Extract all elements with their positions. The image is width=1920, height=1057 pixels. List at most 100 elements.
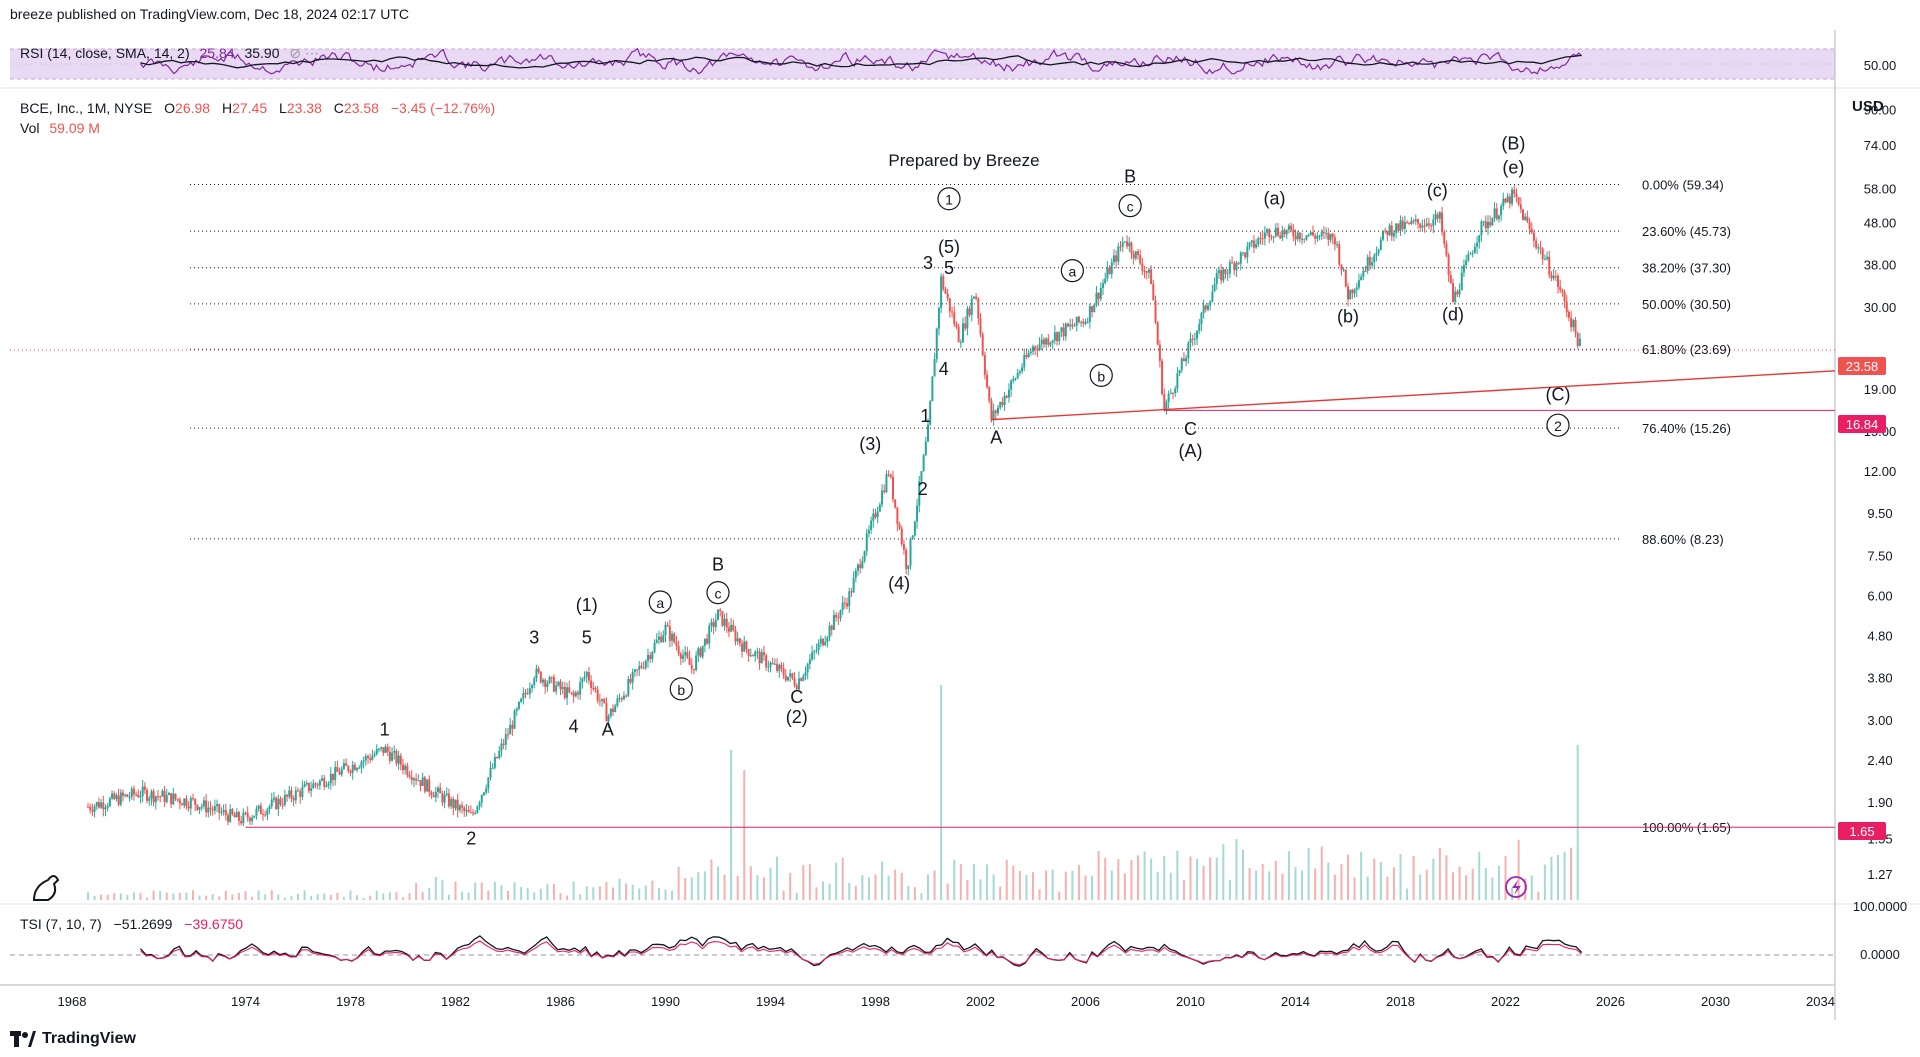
- candle-body: [876, 511, 879, 518]
- candle-body: [91, 809, 94, 812]
- candle-body: [1449, 275, 1452, 284]
- volume-bar: [1143, 851, 1146, 900]
- volume-bar: [1386, 876, 1389, 900]
- wave-label: c: [715, 586, 722, 602]
- volume-bar: [1123, 873, 1126, 900]
- volume-bar: [1150, 858, 1153, 900]
- volume-bar: [959, 863, 962, 900]
- candle-body: [1263, 232, 1266, 239]
- candle-body: [1029, 351, 1032, 354]
- candle-body: [1559, 286, 1562, 291]
- candle-body: [1325, 232, 1328, 234]
- eye-off-icon[interactable]: ⊘: [289, 45, 302, 61]
- volume-bar: [1307, 847, 1310, 900]
- candle-body: [458, 805, 461, 811]
- volume-bar: [1189, 856, 1192, 900]
- candle-body: [1117, 246, 1120, 262]
- candle-body: [1250, 240, 1253, 243]
- candle-body: [1502, 198, 1505, 206]
- volume-bar: [946, 883, 949, 900]
- candle-body: [1546, 256, 1549, 260]
- candle-body: [607, 716, 610, 722]
- volume-bar: [690, 877, 693, 900]
- candle-body: [255, 808, 258, 816]
- candle-body: [491, 767, 494, 769]
- candle-body: [1080, 321, 1083, 323]
- currency-label[interactable]: USD: [1852, 98, 1884, 115]
- volume-bar: [933, 870, 936, 900]
- candle-body: [1371, 262, 1374, 266]
- candle-body: [999, 402, 1002, 408]
- candle-body: [388, 751, 391, 761]
- candle-body: [1382, 230, 1384, 240]
- wave-label: 3: [923, 253, 933, 273]
- volume-bar: [172, 893, 175, 900]
- candle-body: [968, 308, 971, 316]
- volume-bar: [579, 894, 582, 900]
- candle-body: [1067, 323, 1069, 327]
- candle-body: [272, 797, 275, 800]
- candle-body: [1436, 214, 1439, 219]
- candle-body: [1462, 264, 1465, 273]
- candle-body: [266, 809, 269, 815]
- volume-bar: [992, 874, 995, 900]
- volume-bar: [1530, 875, 1533, 900]
- volume-bar: [1058, 891, 1061, 900]
- volume-bar: [500, 885, 503, 900]
- candle-body: [981, 334, 984, 356]
- volume-legend[interactable]: Vol 59.09 M: [20, 120, 100, 136]
- volume-bar: [684, 878, 687, 900]
- wave-label: (b): [1337, 306, 1359, 326]
- candle-body: [568, 687, 571, 693]
- candle-body: [1211, 291, 1214, 302]
- candle-body: [277, 798, 280, 810]
- volume-bar: [1478, 851, 1481, 900]
- volume-bar: [1406, 888, 1409, 900]
- candle-body: [87, 806, 89, 808]
- candle-body: [1086, 321, 1089, 323]
- tsi-legend-label: TSI (7, 10, 7): [20, 916, 102, 932]
- footer-brand[interactable]: TradingView: [10, 1030, 136, 1048]
- candle-body: [1121, 242, 1124, 247]
- volume-bar: [730, 750, 733, 900]
- candle-body: [822, 638, 824, 646]
- volume-bar: [756, 875, 759, 900]
- volume-bar: [1012, 865, 1015, 900]
- candle-body: [887, 474, 890, 476]
- time-axis-tick: 1978: [336, 994, 365, 1009]
- volume-bar: [224, 890, 227, 900]
- fib-level-label: 50.00% (30.50): [1642, 297, 1731, 312]
- candle-body: [1239, 252, 1242, 264]
- candle-body: [741, 643, 744, 652]
- lightning-icon[interactable]: [1505, 876, 1527, 898]
- candle-body: [1174, 388, 1177, 394]
- candle-body: [767, 666, 770, 668]
- candle-body: [546, 683, 549, 688]
- rsi-legend[interactable]: RSI (14, close, SMA, 14, 2) 25.84 35.90 …: [20, 45, 319, 62]
- candle-body: [957, 326, 960, 343]
- candle-body: [1331, 233, 1334, 238]
- tsi-legend[interactable]: TSI (7, 10, 7) −51.2699 −39.6750: [20, 916, 243, 932]
- candle-body: [944, 289, 947, 294]
- candle-body: [1102, 283, 1104, 288]
- candle-body: [861, 560, 864, 569]
- symbol-legend[interactable]: BCE, Inc., 1M, NYSE O26.98 H27.45 L23.38…: [20, 100, 495, 116]
- support-trendline[interactable]: [990, 370, 1836, 421]
- candle-body: [668, 626, 671, 641]
- candle-body: [815, 650, 818, 652]
- tsi-signal-line: [140, 940, 1582, 966]
- candle-body: [1021, 367, 1024, 372]
- volume-bar: [828, 883, 831, 900]
- candle-body: [695, 655, 698, 671]
- volume-bar: [559, 893, 562, 900]
- volume-bar: [1117, 859, 1120, 900]
- candle-body: [922, 455, 925, 472]
- wave-label: 5: [582, 627, 592, 647]
- more-icon[interactable]: ⋯: [305, 45, 320, 61]
- candle-body: [679, 653, 682, 659]
- price-axis-tick: 6.00: [1867, 589, 1892, 604]
- volume-bar: [113, 893, 116, 900]
- candle-body: [192, 798, 194, 800]
- volume-bar: [290, 896, 293, 900]
